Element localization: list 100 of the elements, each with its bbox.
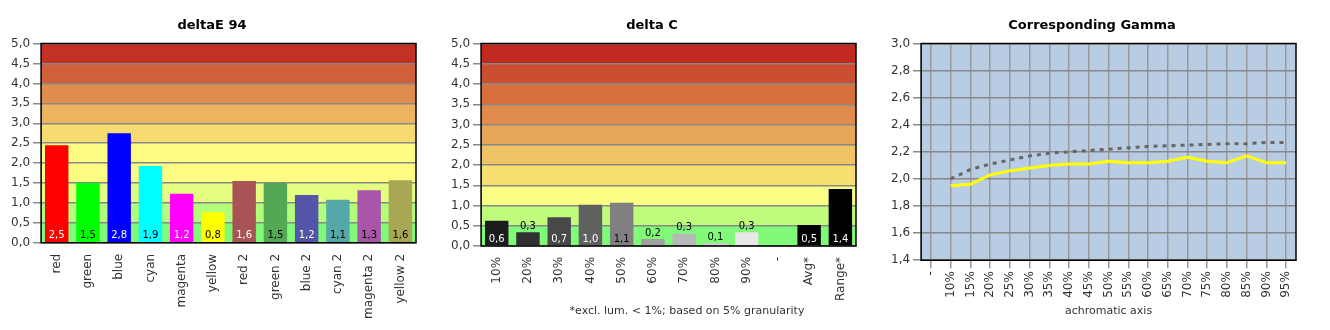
y-tick-label: 3,0 <box>10 115 31 130</box>
data-label: 1,4 <box>832 232 849 244</box>
x-tick-label: 80% <box>707 256 722 284</box>
bar <box>547 217 571 246</box>
bar <box>76 183 100 243</box>
x-tick-label: cyan 2 <box>330 253 345 294</box>
y-tick-label: 1,8 <box>890 198 911 213</box>
y-tick-label: 2,4 <box>890 116 911 131</box>
bar <box>107 133 131 243</box>
y-tick-label: 0,5 <box>450 217 471 232</box>
y-tick-label: 2,0 <box>450 157 471 172</box>
data-label: 0,3 <box>738 219 755 231</box>
x-tick-label: 60% <box>1140 271 1155 298</box>
data-label: 1,6 <box>236 229 253 241</box>
y-tick-label: 2,8 <box>890 62 911 77</box>
bar <box>734 232 759 246</box>
y-tick-label: 1,5 <box>450 177 471 192</box>
y-tick-label: 0,0 <box>10 234 31 249</box>
y-tick-label: 3,0 <box>890 35 911 50</box>
x-tick-label: 80% <box>1219 271 1234 298</box>
x-tick-label: 25% <box>1002 271 1016 298</box>
data-label: 1,6 <box>392 229 409 241</box>
x-tick-label: 55% <box>1120 271 1135 298</box>
x-tick-label: 20% <box>520 256 535 284</box>
y-tick-label: 5,0 <box>450 35 471 50</box>
bar <box>388 180 413 243</box>
bar <box>672 233 696 246</box>
x-tick-label: 10% <box>488 256 503 284</box>
x-tick-label: blue <box>111 253 126 280</box>
y-tick-label: 3,5 <box>10 95 31 110</box>
y-tick-label: 3,5 <box>450 96 471 111</box>
x-tick-label: 90% <box>1258 271 1273 298</box>
x-tick-label: magenta <box>173 253 188 308</box>
y-tick-label: 1,0 <box>10 195 31 210</box>
x-tick-label: red <box>48 253 63 274</box>
y-tick-label: 2,5 <box>10 135 31 150</box>
y-tick-label: 2,0 <box>890 171 911 186</box>
data-label: 0,2 <box>644 226 661 238</box>
data-label: 1,3 <box>361 229 378 241</box>
chart-title: Corresponding Gamma <box>1008 17 1176 33</box>
x-tick-label: magenta 2 <box>361 253 376 319</box>
data-label: 2,8 <box>111 229 128 241</box>
x-tick-label: 20% <box>982 271 997 298</box>
x-tick-label: Range* <box>832 256 847 302</box>
x-tick-label: - <box>923 271 938 276</box>
bar <box>516 232 540 246</box>
bar <box>232 181 256 243</box>
bar <box>578 204 603 246</box>
y-tick-label: 2,0 <box>10 155 31 170</box>
chart-title: delta C <box>626 17 678 33</box>
data-label: 1,0 <box>582 232 599 244</box>
x-tick-label: 75% <box>1199 271 1214 298</box>
data-label: 2,5 <box>48 229 65 241</box>
x-tick-label: 65% <box>1159 271 1174 298</box>
x-tick-label: 70% <box>676 256 691 284</box>
text: *excl. lum. < 1%; based on 5% granularity <box>568 304 806 317</box>
y-tick-label: 1,0 <box>450 197 471 212</box>
x-tick-label: red 2 <box>236 253 251 285</box>
x-tick-label: 85% <box>1238 271 1253 298</box>
bar <box>703 243 728 246</box>
x-tick-label: 40% <box>582 256 597 284</box>
data-label: 0,7 <box>551 232 568 244</box>
data-label: 1,9 <box>142 229 159 241</box>
x-tick-label: green <box>80 253 95 289</box>
data-label: 0,8 <box>204 229 221 241</box>
x-tick-label: 45% <box>1080 271 1095 298</box>
bar <box>263 183 288 243</box>
y-tick-label: 3,0 <box>450 116 471 131</box>
data-label: 0,5 <box>801 232 818 244</box>
data-label: 0,6 <box>488 232 505 244</box>
bar <box>201 212 225 243</box>
x-tick-label: yellow 2 <box>392 253 407 304</box>
data-label: 1,5 <box>80 229 96 241</box>
x-axis-title: achromatic axis <box>1064 304 1153 318</box>
bar <box>44 145 69 243</box>
y-tick-label: 2,6 <box>890 89 911 104</box>
bar <box>326 199 350 243</box>
x-tick-label: 40% <box>1061 271 1076 298</box>
data-label: 1,2 <box>298 229 315 241</box>
data-label: 1,5 <box>267 229 284 241</box>
data-label: 1,1 <box>329 229 346 241</box>
x-tick-label: 10% <box>942 271 957 298</box>
bar <box>641 239 665 246</box>
y-tick-label: 4,5 <box>450 55 471 70</box>
y-tick-label: 1,6 <box>890 225 911 240</box>
x-tick-label: yellow <box>205 253 220 293</box>
x-tick-label: 50% <box>613 256 628 284</box>
y-tick-label: 0,5 <box>10 215 31 230</box>
x-tick-label: 60% <box>645 256 660 284</box>
bar <box>357 190 381 243</box>
y-tick-label: 0,0 <box>450 238 471 253</box>
x-tick-label: cyan <box>142 253 157 283</box>
x-tick-label: 30% <box>1021 271 1036 298</box>
data-label: 1,1 <box>613 232 630 244</box>
x-tick-label: Avg* <box>801 256 816 286</box>
bar <box>138 165 163 243</box>
y-tick-label: 1,4 <box>890 252 911 267</box>
x-tick-label: - <box>770 256 785 262</box>
x-tick-label: 30% <box>551 256 566 284</box>
y-tick-label: 2,5 <box>450 136 471 151</box>
